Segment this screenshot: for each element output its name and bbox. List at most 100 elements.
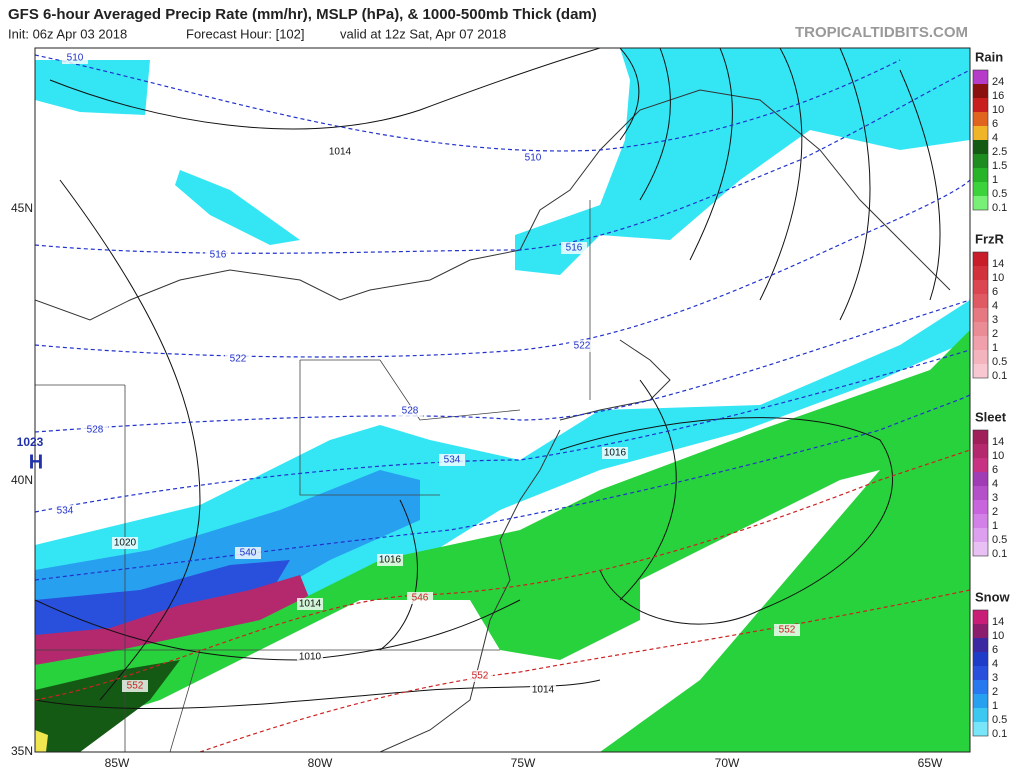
legend-label: 0.1 [992,370,1007,382]
contour-label-bg [467,670,493,682]
contour-label-bg [52,505,78,517]
pressure-symbol: H [29,451,43,473]
legend-swatch [973,624,988,638]
contour-label: 552 [472,671,489,682]
legend-swatch [973,680,988,694]
legend-label: 10 [992,450,1004,462]
contour-label: 552 [127,681,144,692]
contour-label-bg [530,684,556,696]
thickness-cold [35,54,970,581]
lon-label: 75W [511,756,536,770]
map [34,47,971,753]
legend-label: 1.5 [992,160,1007,172]
legend-swatch [973,322,988,336]
map-frame [34,47,971,753]
contour-label: 522 [230,354,247,365]
legend-swatch [973,294,988,308]
legend-label: 2 [992,506,998,518]
legend-swatch [973,266,988,280]
legend-swatch [973,182,988,196]
legend-label: 10 [992,272,1004,284]
legend-label: 4 [992,478,998,490]
contour-label: 522 [574,341,591,352]
legend-label: 10 [992,630,1004,642]
legend-swatch [973,112,988,126]
legend-label: 1 [992,520,998,532]
contour-label-bg [377,554,403,566]
legend-title: Snow [975,589,1011,604]
legend-label: 1 [992,342,998,354]
contour-label-bg [82,424,108,436]
lon-label: 70W [715,756,740,770]
state-borders [35,200,591,752]
contour-label-bg [439,454,465,466]
site-name: TROPICALTIDBITS.COM [795,24,968,41]
legend-label: 4 [992,132,998,144]
contour-label-bg [62,52,88,64]
legend-label: 3 [992,492,998,504]
legend-swatch [973,708,988,722]
legend-label: 2 [992,328,998,340]
legend-label: 0.5 [992,534,1007,546]
pressure-value: 1023 [17,435,44,449]
contour-label: 534 [57,506,74,517]
legend-swatch [973,500,988,514]
legend-swatch [973,126,988,140]
legend-label: 0.5 [992,356,1007,368]
lat-label: 40N [11,473,33,487]
legend-swatch [973,252,988,266]
contour-label: 510 [525,153,542,164]
legend-swatch [973,70,988,84]
legend-label: 16 [992,90,1004,102]
contour-label: 534 [444,455,461,466]
lat-label: 45N [11,201,33,215]
legend-swatch [973,528,988,542]
legend-swatch [973,350,988,364]
legend-swatch [973,638,988,652]
lat-label: 35N [11,744,33,758]
contour-label-bg [112,537,138,549]
legend-swatch [973,444,988,458]
forecast-hour: Forecast Hour: [102] [186,26,305,41]
legend-title: Rain [975,49,1003,64]
legend-swatch [973,542,988,556]
init-time: Init: 06z Apr 03 2018 [8,26,127,41]
legend-swatch [973,652,988,666]
contour-label-bg [205,249,231,261]
legend-label: 3 [992,314,998,326]
precip-rain [35,330,970,752]
legend-label: 0.5 [992,714,1007,726]
legend-swatch [973,486,988,500]
legend-label: 4 [992,658,998,670]
legend-label: 14 [992,258,1004,270]
contour-label-bg [520,152,546,164]
legend-swatch [973,98,988,112]
legend-label: 1 [992,174,998,186]
legend-swatch [973,336,988,350]
legend-label: 6 [992,286,998,298]
legend-swatch [973,280,988,294]
legend-frame [972,609,989,737]
legend-swatch [973,168,988,182]
contour-label-bg [397,405,423,417]
legend-swatch [973,722,988,736]
contour-label: 1020 [114,538,137,549]
lon-label: 65W [918,756,943,770]
contour-label-bg [297,598,323,610]
legend-label: 6 [992,464,998,476]
contour-label: 552 [779,625,796,636]
title: GFS 6-hour Averaged Precip Rate (mm/hr),… [8,6,597,23]
lon-label: 80W [308,756,333,770]
legend-label: 2.5 [992,146,1007,158]
legend-swatch [973,694,988,708]
contour-label: 528 [87,425,104,436]
legend-swatch [973,514,988,528]
legend-swatch [973,610,988,624]
precip-rain-yellow [35,730,48,752]
contour-label: 516 [566,243,583,254]
contour-label: 546 [412,593,429,604]
legend-label: 6 [992,118,998,130]
legend-frame [972,251,989,379]
legend-label: 14 [992,436,1004,448]
